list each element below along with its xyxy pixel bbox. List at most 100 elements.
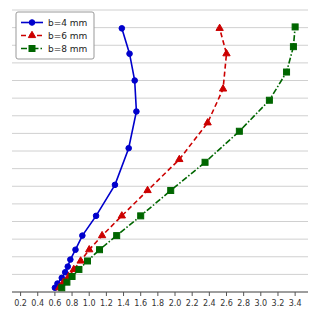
- series-line: [62, 27, 295, 288]
- grid: [12, 10, 308, 292]
- tick-label: 0.6: [49, 299, 62, 308]
- point: [127, 51, 133, 57]
- tick-mark: [20, 292, 21, 296]
- grid-line: [12, 292, 308, 293]
- grid-line: [12, 80, 308, 81]
- point: [65, 264, 71, 270]
- tick-mark: [192, 292, 193, 296]
- tick-mark: [106, 292, 107, 296]
- plot-area: [52, 24, 298, 291]
- point: [138, 213, 144, 219]
- tick-label: 1.6: [134, 299, 147, 308]
- grid-line: [12, 186, 308, 187]
- tick-label: 0.4: [31, 299, 44, 308]
- point: [93, 213, 99, 219]
- point: [85, 258, 91, 264]
- point: [144, 186, 151, 192]
- series-line: [55, 28, 137, 287]
- tick-label: 2.0: [169, 299, 182, 308]
- tick-mark: [140, 292, 141, 296]
- grid-line: [12, 274, 308, 275]
- point: [134, 109, 140, 115]
- point: [97, 247, 103, 253]
- legend-marker: [29, 20, 35, 26]
- tick-mark: [37, 292, 38, 296]
- point: [290, 44, 296, 50]
- point: [118, 212, 125, 218]
- tick-mark: [157, 292, 158, 296]
- grid-line: [12, 151, 308, 152]
- tick-label: 2.8: [237, 299, 250, 308]
- tick-label: 3.4: [289, 299, 302, 308]
- legend: b=4 mm b=6 mm b=8 mm: [16, 12, 94, 59]
- grid-line: [12, 168, 308, 169]
- series-line: [59, 28, 226, 287]
- legend-box: [16, 12, 94, 59]
- point: [266, 97, 272, 103]
- point: [80, 233, 86, 239]
- point: [126, 145, 132, 151]
- tick-label: 1.8: [151, 299, 164, 308]
- tick-label: 2.4: [203, 299, 216, 308]
- point: [219, 85, 226, 91]
- point: [59, 285, 65, 291]
- tick-label: 2.6: [220, 299, 233, 308]
- point: [77, 257, 84, 263]
- tick-mark: [209, 292, 210, 296]
- point: [114, 233, 120, 239]
- grid-line: [12, 10, 308, 11]
- series: [52, 26, 139, 291]
- legend-label: b=8 mm: [48, 44, 87, 54]
- tick-label: 0.2: [14, 299, 27, 308]
- grid-line: [12, 115, 308, 116]
- point: [86, 246, 93, 252]
- x-axis: 0.2 0.4 0.6 0.8 1.0 1.2 1.4 1.6 1.8 2.0 2.2 2.4 2.6 2…: [12, 292, 308, 308]
- grid-line: [12, 221, 308, 222]
- axis-line: [12, 292, 308, 293]
- legend-marker: [28, 31, 35, 37]
- point: [204, 119, 211, 125]
- point: [69, 273, 75, 279]
- point: [76, 266, 82, 272]
- tick-label: 3.0: [254, 299, 267, 308]
- tick-label: 0.8: [66, 299, 79, 308]
- tick-mark: [175, 292, 176, 296]
- point: [202, 159, 208, 165]
- tick-mark: [260, 292, 261, 296]
- tick-mark: [54, 292, 55, 296]
- tick-label: 2.2: [186, 299, 199, 308]
- point: [223, 50, 230, 56]
- legend-marker: [29, 46, 35, 52]
- tick-label: 1.2: [100, 299, 113, 308]
- legend-label: b=6 mm: [48, 31, 87, 41]
- series: [56, 24, 231, 290]
- series: [59, 24, 298, 291]
- tick-label: 3.2: [272, 299, 285, 308]
- tick-mark: [277, 292, 278, 296]
- tick-mark: [72, 292, 73, 296]
- point: [176, 155, 183, 161]
- point: [168, 187, 174, 193]
- tick-label: 1.4: [117, 299, 130, 308]
- point: [98, 231, 105, 237]
- point: [284, 69, 290, 75]
- legend-label: b=4 mm: [48, 18, 87, 28]
- point: [132, 78, 138, 84]
- point: [64, 279, 70, 285]
- point: [292, 24, 298, 30]
- grid-line: [12, 203, 308, 204]
- tick-mark: [89, 292, 90, 296]
- point: [236, 128, 242, 134]
- grid-line: [12, 98, 308, 99]
- tick-label: 1.0: [83, 299, 96, 308]
- point: [112, 182, 118, 188]
- grid-line: [12, 239, 308, 240]
- point: [216, 24, 223, 30]
- chart: 0.2 0.4 0.6 0.8 1.0 1.2 1.4 1.6 1.8 2.0 2.2 2.4 2.6 2…: [0, 0, 320, 320]
- point: [73, 247, 79, 253]
- tick-mark: [226, 292, 227, 296]
- grid-line: [12, 62, 308, 63]
- grid-line: [12, 133, 308, 134]
- tick-mark: [295, 292, 296, 296]
- point: [119, 26, 125, 32]
